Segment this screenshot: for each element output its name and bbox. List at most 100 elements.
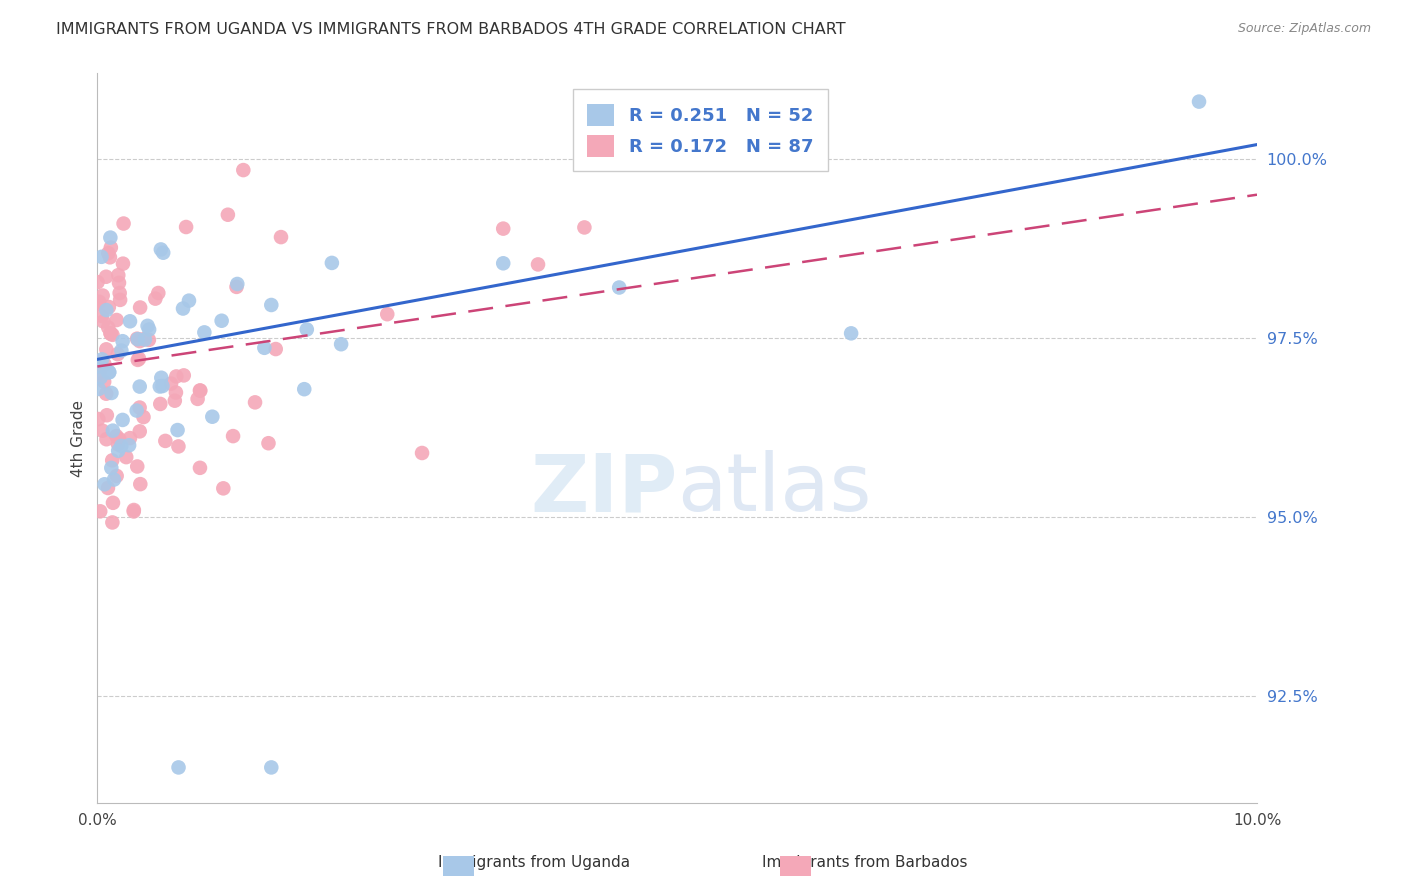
Point: [132, 410, 155, 425]
Point: [105, 313, 128, 327]
Point: [148, 285, 170, 300]
Point: [127, 352, 149, 367]
Text: Immigrants from Barbados: Immigrants from Barbados: [762, 855, 967, 870]
Point: [173, 368, 195, 383]
Point: [86, 296, 108, 310]
Point: [98, 365, 121, 379]
Point: [167, 439, 190, 453]
Point: [96, 432, 118, 446]
Point: [100, 241, 122, 255]
Point: [98, 230, 121, 244]
Point: [97, 246, 120, 260]
Point: [96, 303, 118, 318]
Point: [96, 343, 118, 357]
Point: [152, 379, 174, 393]
Point: [138, 333, 160, 347]
Point: [101, 453, 124, 467]
Point: [149, 379, 172, 393]
Point: [574, 220, 596, 235]
Point: [253, 341, 276, 355]
Point: [100, 461, 122, 475]
Point: [128, 379, 150, 393]
Point: [375, 307, 398, 321]
Point: [188, 460, 211, 475]
Point: [177, 293, 200, 308]
Point: [93, 477, 115, 491]
Point: [122, 504, 145, 518]
Point: [128, 401, 150, 415]
Point: [108, 293, 131, 307]
Point: [264, 342, 287, 356]
Point: [527, 257, 550, 271]
Point: [127, 459, 149, 474]
Point: [201, 409, 224, 424]
Point: [91, 424, 114, 438]
Point: [89, 504, 111, 518]
Text: ZIP: ZIP: [530, 450, 678, 528]
Point: [87, 382, 110, 396]
Point: [193, 326, 215, 340]
Point: [243, 395, 266, 409]
Point: [163, 393, 186, 408]
Point: [110, 343, 132, 358]
Point: [91, 288, 114, 302]
Text: Immigrants from Uganda: Immigrants from Uganda: [439, 855, 630, 870]
Point: [150, 370, 173, 384]
Point: [105, 429, 128, 443]
Point: [97, 320, 120, 334]
Point: [152, 245, 174, 260]
Point: [128, 425, 150, 439]
Point: [411, 446, 433, 460]
Point: [108, 432, 131, 446]
Point: [108, 276, 131, 290]
Text: Source: ZipAtlas.com: Source: ZipAtlas.com: [1237, 22, 1371, 36]
Point: [222, 429, 245, 443]
Point: [188, 384, 211, 398]
Point: [105, 469, 128, 483]
Point: [89, 359, 111, 374]
Point: [118, 431, 141, 445]
Point: [225, 280, 247, 294]
Point: [160, 376, 183, 391]
Point: [330, 337, 353, 351]
Point: [129, 477, 152, 491]
Point: [90, 250, 112, 264]
Point: [101, 516, 124, 530]
Point: [839, 326, 862, 341]
Point: [167, 760, 190, 774]
Point: [492, 256, 515, 270]
Point: [232, 163, 254, 178]
Point: [89, 366, 111, 380]
Point: [107, 268, 129, 283]
Point: [122, 503, 145, 517]
Point: [212, 481, 235, 495]
Point: [125, 403, 148, 417]
Point: [260, 760, 283, 774]
Point: [492, 221, 515, 235]
Point: [100, 326, 122, 340]
Point: [110, 439, 132, 453]
Point: [217, 208, 239, 222]
Point: [187, 392, 209, 406]
Point: [87, 412, 110, 426]
Point: [165, 385, 187, 400]
Point: [101, 327, 124, 342]
Point: [257, 436, 280, 450]
Point: [134, 333, 156, 347]
Point: [165, 369, 187, 384]
Point: [149, 397, 172, 411]
Point: [112, 217, 135, 231]
Point: [143, 292, 166, 306]
Point: [115, 450, 138, 464]
Point: [97, 365, 120, 379]
Point: [149, 243, 172, 257]
Point: [93, 314, 115, 328]
Point: [101, 424, 124, 438]
Point: [93, 357, 115, 371]
Point: [155, 434, 177, 448]
Point: [172, 301, 194, 316]
Point: [607, 280, 630, 294]
Point: [98, 250, 121, 264]
Point: [107, 347, 129, 361]
Y-axis label: 4th Grade: 4th Grade: [72, 400, 86, 476]
